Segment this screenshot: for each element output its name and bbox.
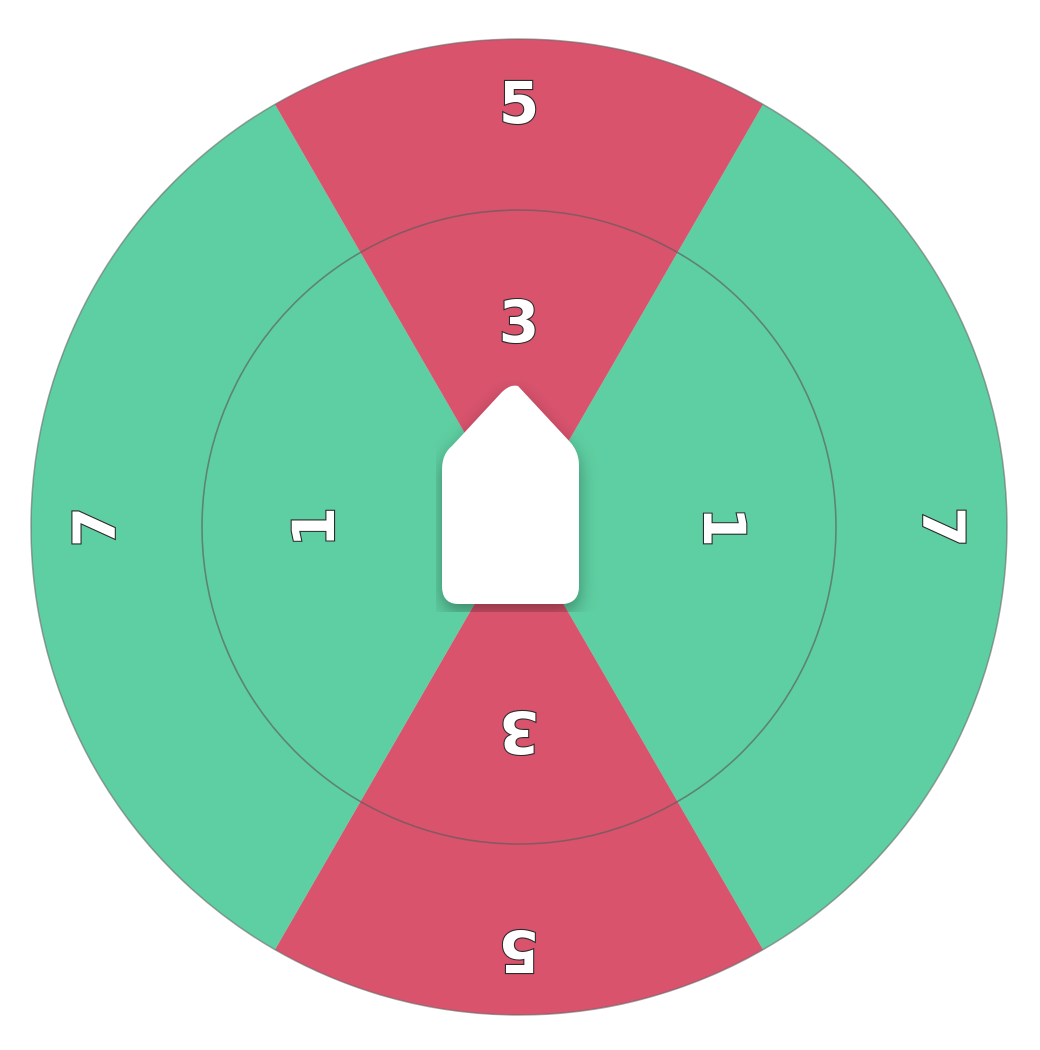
sector-2-outer-value: 5 — [499, 917, 539, 985]
sector-3-inner-value: 1 — [280, 507, 348, 547]
inner-ring-divider — [201, 209, 837, 845]
wheel-sector-3 — [31, 104, 520, 950]
sector-1-outer-value: 7 — [909, 507, 977, 547]
sector-4-outer-value: 5 — [499, 69, 539, 137]
wheel-sector-2 — [275, 527, 763, 1015]
sector-4-inner-value: 3 — [499, 288, 539, 356]
wheel-sector-1 — [519, 104, 1007, 950]
wheel-sector-4 — [275, 39, 763, 527]
sector-1-inner-value: 1 — [690, 507, 758, 547]
spinner-pointer-icon[interactable] — [436, 380, 604, 612]
sector-3-outer-value: 7 — [61, 507, 129, 547]
sector-2-inner-value: 3 — [499, 698, 539, 766]
wheel-outer-edge — [30, 38, 1008, 1016]
